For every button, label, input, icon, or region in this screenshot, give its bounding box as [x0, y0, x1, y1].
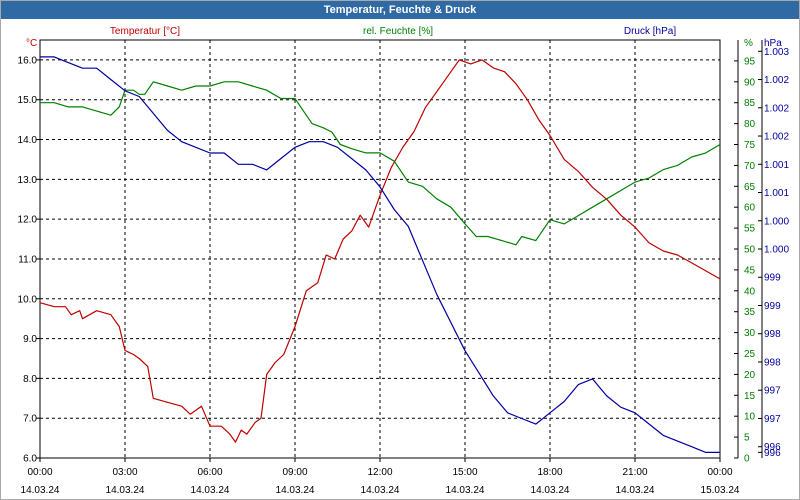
temp-tick-label: 6.0	[23, 454, 37, 465]
x-tick-date: 14.03.24	[276, 485, 315, 496]
pressure-tick-label: 1.000	[764, 216, 789, 227]
temp-tick-label: 14.0	[18, 135, 38, 146]
humidity-legend: rel. Feuchte [%]	[363, 26, 433, 37]
x-tick-date: 14.03.24	[446, 485, 485, 496]
humidity-tick-label: 65	[744, 182, 756, 193]
x-tick-date: 14.03.24	[191, 485, 230, 496]
humidity-tick-label: 60	[744, 203, 756, 214]
pressure-tick-label: 1.000	[764, 245, 789, 256]
humidity-tick-label: 25	[744, 349, 756, 360]
pressure-axis: 1.003 1.002 1.002 1.002 1.001 1.001 1.000 1.000…	[758, 38, 789, 459]
x-tick-time: 00:00	[27, 467, 52, 478]
humidity-tick-label: 50	[744, 245, 756, 256]
temperature-line	[39, 59, 721, 443]
x-tick-date: 14.03.24	[361, 485, 400, 496]
x-tick-date: 14.03.24	[531, 485, 570, 496]
humidity-tick-label: 80	[744, 119, 756, 130]
temp-tick-label: 10.0	[18, 294, 38, 305]
humidity-tick-label: 0	[744, 454, 750, 465]
pressure-tick-label: 1.002	[764, 103, 789, 114]
pressure-tick-label: 998	[764, 357, 781, 368]
x-tick-time: 18:00	[537, 467, 562, 478]
axis-titles: Temperatur [°C] rel. Feuchte [%] Druck [hP…	[110, 26, 676, 37]
humidity-tick-label: 20	[744, 370, 756, 381]
pressure-tick-label: 1.002	[764, 132, 789, 143]
x-tick-date: 14.03.24	[106, 485, 145, 496]
x-tick-time: 09:00	[282, 467, 307, 478]
pressure-tick-label: 1.003	[764, 47, 789, 58]
x-tick-time: 00:00	[707, 467, 732, 478]
temp-tick-label: 15.0	[18, 95, 38, 106]
humidity-tick-label: 5	[744, 433, 750, 444]
x-tick-date: 14.03.24	[21, 485, 60, 496]
humidity-tick-label: 40	[744, 286, 756, 297]
temp-tick-label: 8.0	[23, 374, 37, 385]
x-tick-time: 15:00	[452, 467, 477, 478]
humidity-tick-label: 10	[744, 412, 756, 423]
grid-lines	[40, 40, 720, 458]
humidity-tick-label: 75	[744, 140, 756, 151]
humidity-tick-label: 55	[744, 224, 756, 235]
chart-title: Temperatur, Feuchte & Druck	[1, 1, 799, 19]
x-tick-date: 15.03.24	[701, 485, 740, 496]
temp-tick-label: 11.0	[18, 254, 37, 265]
x-tick-date: 14.03.24	[616, 485, 655, 496]
pressure-unit: hPa	[764, 38, 782, 49]
temp-tick-label: 12.0	[18, 215, 38, 226]
series-layer	[39, 56, 721, 453]
humidity-tick-label: 15	[744, 391, 756, 402]
humidity-tick-label: 45	[744, 265, 756, 276]
pressure-tick-label: 1.001	[764, 188, 789, 199]
pressure-tick-label: 998	[764, 329, 781, 340]
humidity-line	[40, 81, 721, 246]
humidity-unit: %	[744, 38, 753, 49]
pressure-tick-label: 997	[764, 386, 781, 397]
pressure-legend: Druck [hPa]	[624, 26, 676, 37]
humidity-tick-label: 95	[744, 56, 756, 67]
pressure-tick-label: 1.002	[764, 75, 789, 86]
pressure-line	[40, 56, 720, 453]
temperature-legend: Temperatur [°C]	[110, 26, 180, 37]
temp-tick-label: 16.0	[18, 55, 38, 66]
pressure-tick-label: 999	[764, 273, 781, 284]
pressure-tick-label: 996	[764, 448, 781, 459]
pressure-tick-label: 996	[764, 442, 781, 453]
x-tick-time: 21:00	[622, 467, 647, 478]
x-tick-time: 06:00	[197, 467, 222, 478]
pressure-tick-label: 999	[764, 301, 781, 312]
x-tick-time: 12:00	[367, 467, 392, 478]
pressure-tick-label: 1.001	[764, 160, 789, 171]
temperature-axis: 16.0 15.0 14.0 13.0 12.0 11.0 10.0 9.0 8.0 7.0 6.0…	[18, 38, 40, 465]
humidity-tick-label: 85	[744, 98, 756, 109]
pressure-tick-label: 997	[764, 414, 781, 425]
temp-tick-label: 9.0	[23, 334, 37, 345]
time-axis: 00:00 14.03.24 03:00 14.03.24 06:00 14.03.24 0…	[21, 458, 740, 496]
temp-unit: °C	[26, 38, 37, 49]
humidity-tick-label: 35	[744, 307, 756, 318]
humidity-tick-label: 30	[744, 328, 756, 339]
humidity-tick-label: 70	[744, 161, 756, 172]
humidity-tick-label: 90	[744, 77, 756, 88]
temp-tick-label: 7.0	[23, 414, 37, 425]
x-tick-time: 03:00	[112, 467, 137, 478]
temp-tick-label: 13.0	[18, 175, 38, 186]
